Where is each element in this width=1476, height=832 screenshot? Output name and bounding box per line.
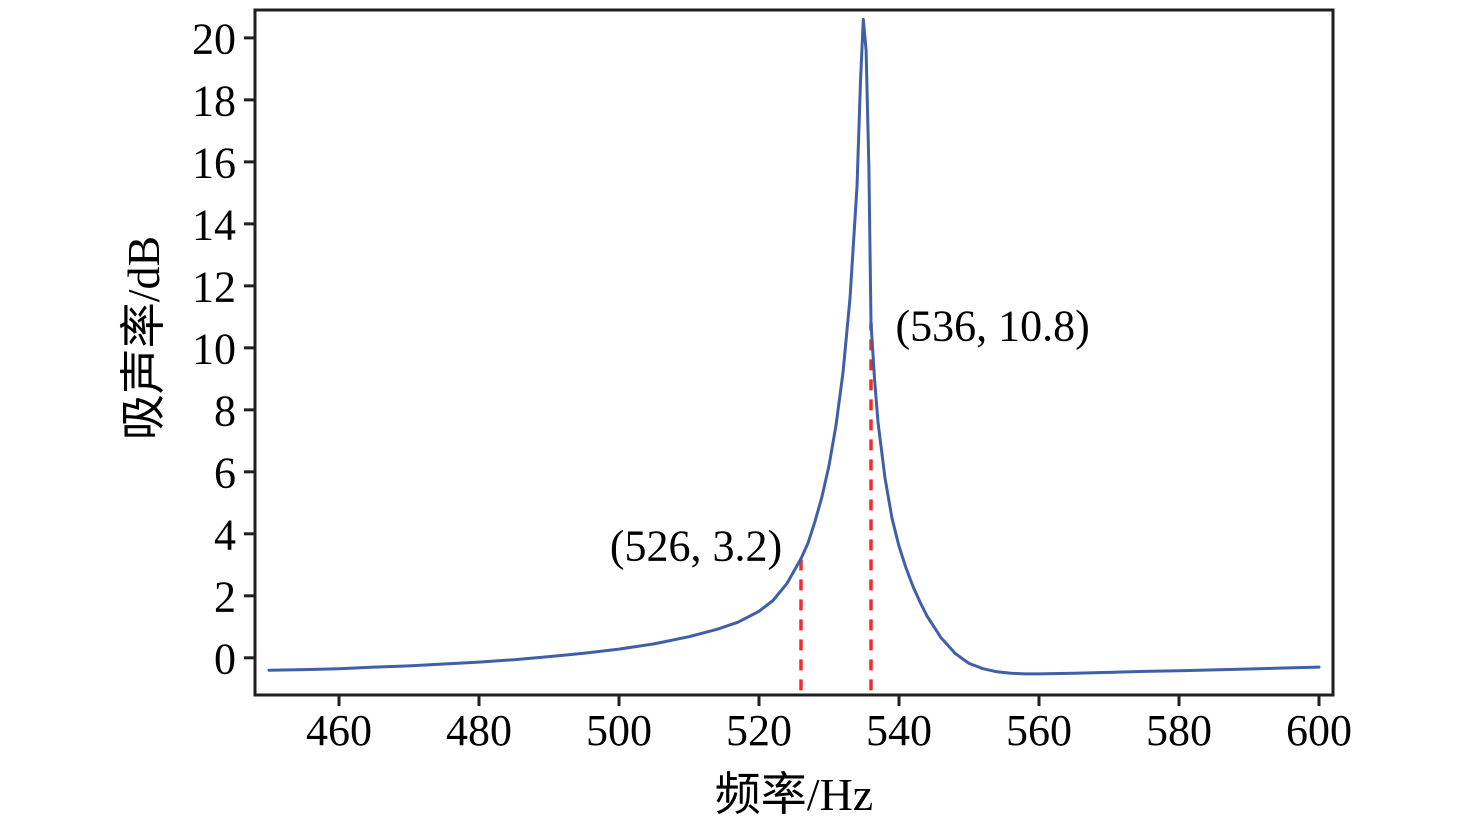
y-tick-label: 20 — [192, 14, 236, 63]
y-tick-label: 8 — [214, 386, 236, 435]
y-tick-label: 6 — [214, 448, 236, 497]
y-tick-label: 0 — [214, 634, 236, 683]
point-annotation: (536, 10.8) — [896, 302, 1090, 351]
x-tick-label: 520 — [726, 706, 792, 755]
x-tick-label: 480 — [446, 706, 512, 755]
x-tick-label: 460 — [306, 706, 372, 755]
absorption-curve — [267, 17, 1321, 676]
plot-border — [253, 8, 1335, 697]
y-axis-title: 吸声率/dB — [118, 235, 169, 441]
x-tick-label: 500 — [586, 706, 652, 755]
y-tick-label: 2 — [214, 572, 236, 621]
y-tick-label: 14 — [192, 200, 236, 249]
point-annotation: (526, 3.2) — [610, 522, 782, 571]
x-tick-label: 560 — [1006, 706, 1072, 755]
y-tick-label: 12 — [192, 262, 236, 311]
x-tick-label: 600 — [1286, 706, 1352, 755]
x-axis-title: 频率/Hz — [714, 769, 874, 820]
y-tick-label: 10 — [192, 324, 236, 373]
y-tick-label: 4 — [214, 510, 236, 559]
y-tick-label: 16 — [192, 138, 236, 187]
x-tick-label: 580 — [1146, 706, 1212, 755]
y-tick-label: 18 — [192, 76, 236, 125]
x-tick-label: 540 — [866, 706, 932, 755]
